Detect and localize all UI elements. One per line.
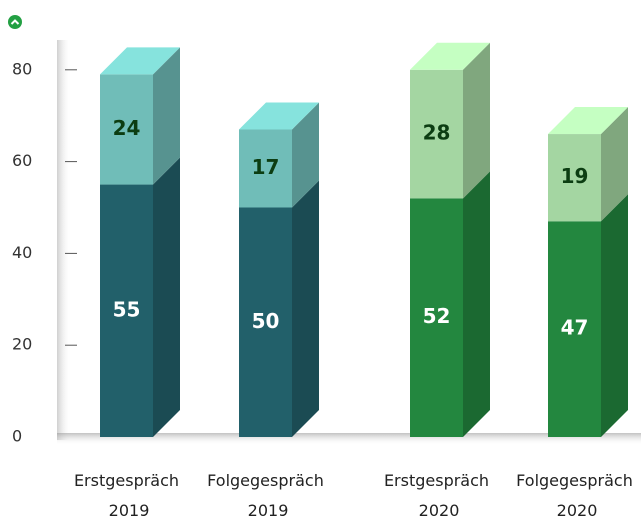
bar-side: [292, 102, 319, 208]
collapse-button[interactable]: [8, 15, 22, 29]
bar-side: [463, 171, 490, 437]
y-tick-label: 20: [12, 335, 32, 354]
value-label: 52: [423, 304, 451, 328]
bar-top: [548, 107, 628, 135]
bar-side: [601, 194, 628, 437]
y-tick-label: 60: [12, 151, 32, 170]
value-label: 28: [423, 121, 451, 145]
bar-side: [463, 42, 490, 199]
value-label: 19: [561, 164, 589, 188]
bar-side: [601, 107, 628, 222]
y-tick-label: 0: [12, 427, 22, 446]
bar-front: [410, 198, 463, 437]
value-label: 55: [113, 297, 141, 321]
bar-front: [239, 207, 292, 437]
bar-front: [410, 69, 463, 199]
bar-top: [239, 102, 319, 130]
bar-front: [100, 74, 153, 185]
bar-top: [100, 47, 180, 75]
y-tick-label: 40: [12, 243, 32, 262]
x-tick-label: Folgegespräch 2020: [516, 471, 633, 520]
bar-front: [548, 134, 601, 222]
bar-side: [153, 157, 180, 438]
x-tick-label: Erstgespräch 2019: [74, 471, 179, 520]
bar-side: [153, 47, 180, 185]
bar-side: [292, 180, 319, 437]
x-tick-label: Erstgespräch 2020: [384, 471, 489, 520]
value-label: 47: [561, 316, 589, 340]
x-tick-label: Folgegespräch 2019: [207, 471, 324, 520]
wall: [57, 40, 71, 440]
value-label: 50: [252, 309, 280, 333]
bar-front: [548, 221, 601, 437]
bar-top: [410, 42, 490, 70]
bar-front: [100, 184, 153, 437]
value-label: 17: [252, 155, 280, 179]
value-label: 24: [113, 116, 141, 140]
bar-front: [239, 129, 292, 208]
y-tick-label: 80: [12, 59, 32, 78]
floor: [57, 433, 641, 445]
